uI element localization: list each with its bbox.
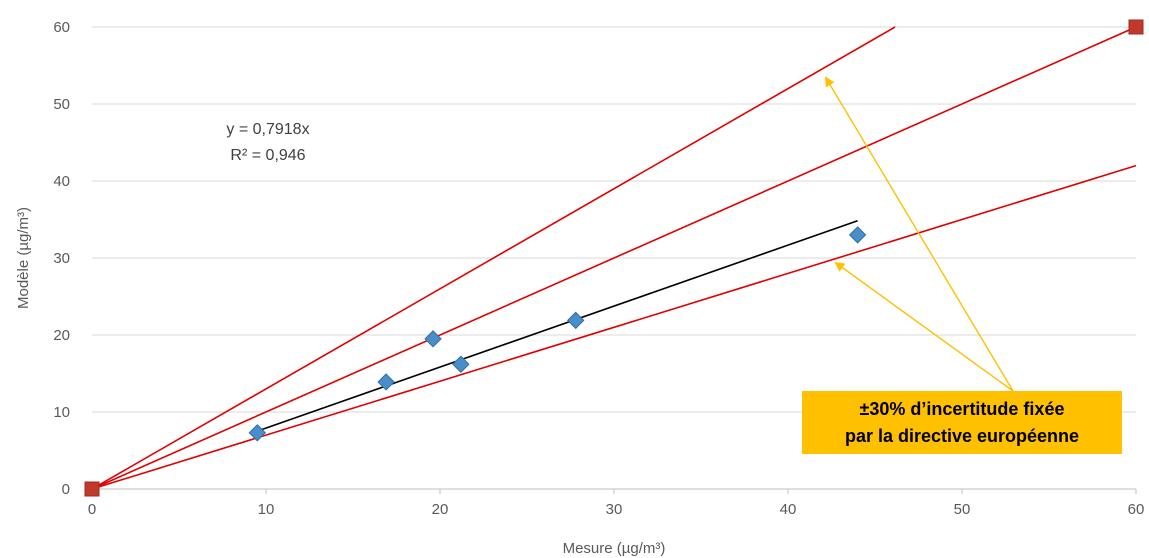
callout-line-1: ±30% d’incertitude fixée [859, 399, 1065, 419]
y-axis-title: Modèle (µg/m³) [15, 207, 32, 309]
data-point-3 [424, 330, 442, 348]
gridlines [92, 26, 1136, 413]
r-squared-label: R² = 0,946 [230, 147, 305, 164]
reference-lines [92, 26, 1137, 489]
y-tick-30: 30 [53, 250, 70, 267]
data-point-4 [452, 355, 470, 373]
x-tick-50: 50 [954, 501, 971, 518]
x-tick-40: 40 [780, 501, 797, 518]
data-point-6 [848, 226, 867, 244]
x-tick-0: 0 [88, 501, 96, 518]
y-tick-40: 40 [53, 173, 70, 190]
y-tick-20: 20 [53, 327, 70, 344]
y-tick-labels: 0 10 20 30 40 50 60 [53, 19, 70, 498]
uncertainty-callout: ±30% d’incertitude fixée par la directiv… [802, 391, 1122, 454]
callout-arrow-2 [834, 261, 1014, 392]
bound-marker-1 [84, 481, 100, 497]
y-tick-10: 10 [53, 404, 70, 421]
trendline-group [257, 219, 858, 432]
axes [91, 488, 1137, 494]
data-point-5 [567, 311, 585, 330]
y-tick-0: 0 [62, 481, 70, 498]
trendline [257, 219, 858, 432]
x-tick-30: 30 [606, 501, 623, 518]
y-tick-50: 50 [53, 96, 70, 113]
reference-line-2 [92, 26, 1137, 489]
callout-arrows [824, 76, 1014, 392]
reference-line-3 [92, 164, 1137, 489]
data-points [84, 19, 1144, 497]
x-tick-labels: 0 10 20 30 40 50 60 [88, 501, 1145, 518]
data-point-1 [248, 424, 267, 442]
y-tick-60: 60 [53, 19, 70, 36]
x-tick-60: 60 [1128, 501, 1145, 518]
callout-arrow-1 [824, 76, 1014, 392]
data-point-2 [377, 373, 395, 391]
x-axis-title: Mesure (µg/m³) [563, 540, 666, 557]
trendline-equation: y = 0,7918x [226, 121, 309, 138]
x-tick-10: 10 [258, 501, 275, 518]
callout-line-2: par la directive européenne [844, 426, 1080, 446]
reference-line-1 [92, 26, 896, 489]
x-tick-20: 20 [432, 501, 449, 518]
bound-marker-2 [1128, 19, 1144, 35]
